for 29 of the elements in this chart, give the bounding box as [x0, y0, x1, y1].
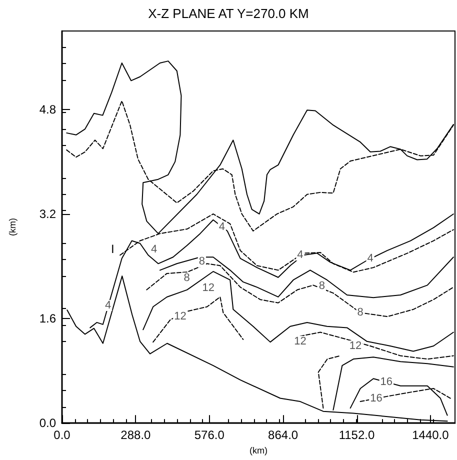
x-tick-label: 1440.0: [412, 428, 450, 442]
y-tick-label: 0.0: [39, 416, 56, 430]
y-axis-title: (km): [8, 218, 18, 236]
chart-title: X-Z PLANE AT Y=270.0 KM: [148, 6, 309, 21]
annotation: 12: [294, 335, 306, 348]
annotation: 4: [151, 243, 158, 256]
x-tick-label: 0.0: [54, 428, 71, 442]
annotation: 12: [174, 310, 186, 323]
annotation: 4: [218, 221, 225, 234]
y-tick-label: 1.6: [39, 312, 56, 326]
annotation: 8: [198, 256, 206, 268]
x-tick-label: 288.0: [120, 428, 152, 442]
annotation: 8: [184, 272, 190, 284]
x-tick-label: 1152.0: [338, 428, 375, 442]
annotation: 8: [318, 280, 326, 292]
annotation: 12: [202, 282, 214, 294]
y-tick-label: 4.8: [39, 102, 56, 116]
annotation: 16: [380, 376, 393, 388]
annotation: 4: [367, 252, 374, 264]
annotation: 16: [370, 392, 382, 404]
annotation: 8: [357, 306, 364, 319]
y-tick-label: 3.2: [39, 206, 56, 221]
x-tick-label: 576.0: [194, 428, 225, 442]
x-tick-label: 864.0: [268, 428, 298, 442]
annotation: 4: [297, 249, 304, 262]
annotation: 4: [104, 299, 112, 312]
annotation: I: [111, 242, 114, 256]
annotation: 12: [349, 340, 362, 352]
x-axis-title: (km): [250, 446, 268, 456]
